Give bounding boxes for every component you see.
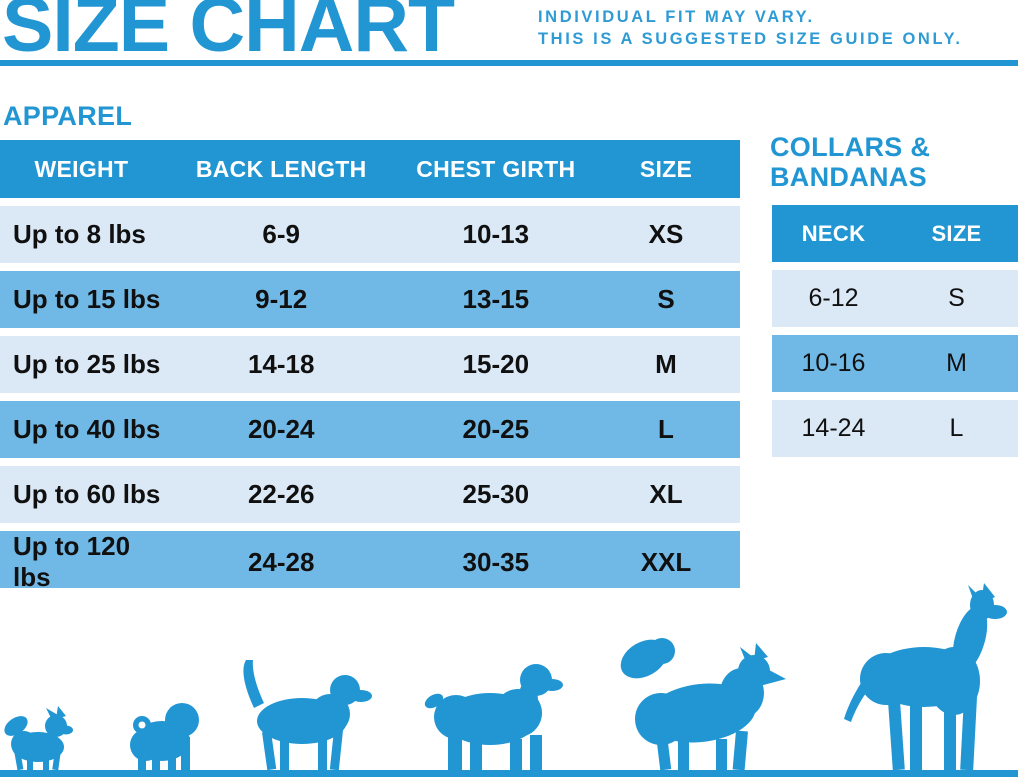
neck-cell: 14-24 (801, 414, 866, 442)
weight-cell: Up to 60 lbs (13, 479, 161, 509)
apparel-section-heading: APPAREL (3, 101, 133, 131)
table-row: Up to 8 lbs 6-9 10-13 XS (0, 206, 740, 263)
back-length-cell: 14-18 (247, 349, 315, 379)
collars-size-table: NECK SIZE 6-12 S 10-16 M 14-24 L (772, 205, 1018, 457)
back-length-cell: 22-26 (247, 479, 315, 509)
size-cell: XL (649, 479, 683, 509)
size-cell: S (657, 284, 675, 314)
table-row: Up to 120 lbs 24-28 30-35 XXL (0, 531, 740, 592)
neck-cell: 10-16 (801, 349, 866, 377)
weight-cell: Up to 25 lbs (13, 349, 161, 379)
chest-girth-cell: 20-25 (462, 414, 530, 444)
table-row: 6-12 S (772, 270, 1018, 327)
chest-girth-cell: 10-13 (462, 219, 530, 249)
great-dane-dog-icon (844, 583, 1007, 771)
chest-girth-cell: 15-20 (462, 349, 530, 379)
size-cell: M (655, 349, 677, 379)
collars-section-heading: COLLARS & BANDANAS (770, 132, 930, 192)
back-length-cell: 9-12 (255, 284, 308, 314)
disclaimer-text: INDIVIDUAL FIT MAY VARY. THIS IS A SUGGE… (538, 6, 963, 50)
collars-heading-line-2: BANDANAS (770, 162, 927, 192)
disclaimer-line-1: INDIVIDUAL FIT MAY VARY. (538, 8, 815, 26)
table-row: Up to 40 lbs 20-24 20-25 L (0, 401, 740, 458)
page-title: SIZE CHART (2, 0, 455, 68)
weight-cell: Up to 15 lbs (13, 284, 161, 314)
collars-table-header: NECK SIZE (772, 205, 1018, 262)
column-header-neck: NECK (801, 220, 866, 246)
table-row: 10-16 M (772, 335, 1018, 392)
table-row: 14-24 L (772, 400, 1018, 457)
pug-dog-icon (130, 703, 199, 770)
chest-girth-cell: 13-15 (462, 284, 530, 314)
weight-cell: Up to 40 lbs (13, 414, 161, 444)
table-row: Up to 15 lbs 9-12 13-15 S (0, 271, 740, 328)
column-header-chest-girth: CHEST GIRTH (416, 155, 576, 182)
size-cell: L (949, 414, 964, 442)
size-cell: XXL (640, 546, 692, 577)
apparel-table-header: WEIGHT BACK LENGTH CHEST GIRTH SIZE (0, 140, 740, 198)
column-header-size: SIZE (931, 220, 982, 246)
chest-girth-cell: 25-30 (462, 479, 530, 509)
column-header-back-length: BACK LENGTH (195, 155, 367, 182)
column-header-weight: WEIGHT (34, 155, 129, 182)
weight-cell: Up to 120 lbs (13, 531, 131, 592)
collars-heading-line-1: COLLARS & (770, 132, 931, 162)
beagle-dog-icon (243, 660, 372, 771)
disclaimer-line-2: THIS IS A SUGGESTED SIZE GUIDE ONLY. (538, 30, 963, 48)
size-cell: L (658, 414, 674, 444)
papillon-dog-icon (4, 706, 73, 771)
chest-girth-cell: 30-35 (462, 546, 530, 577)
weight-cell: Up to 8 lbs (13, 219, 146, 249)
back-length-cell: 20-24 (247, 414, 315, 444)
size-cell: M (946, 349, 967, 377)
dog-size-illustration (0, 583, 1018, 777)
back-length-cell: 6-9 (262, 219, 300, 249)
title-underline-rule (0, 60, 1018, 66)
husky-dog-icon (620, 638, 786, 771)
size-cell: XS (648, 219, 684, 249)
size-cell: S (948, 284, 965, 312)
back-length-cell: 24-28 (247, 546, 315, 577)
ground-line (0, 770, 1018, 777)
apparel-size-table: WEIGHT BACK LENGTH CHEST GIRTH SIZE Up t… (0, 140, 740, 592)
cocker-spaniel-dog-icon (424, 664, 563, 770)
neck-cell: 6-12 (808, 284, 859, 312)
column-header-size: SIZE (639, 155, 693, 182)
table-row: Up to 25 lbs 14-18 15-20 M (0, 336, 740, 393)
table-row: Up to 60 lbs 22-26 25-30 XL (0, 466, 740, 523)
